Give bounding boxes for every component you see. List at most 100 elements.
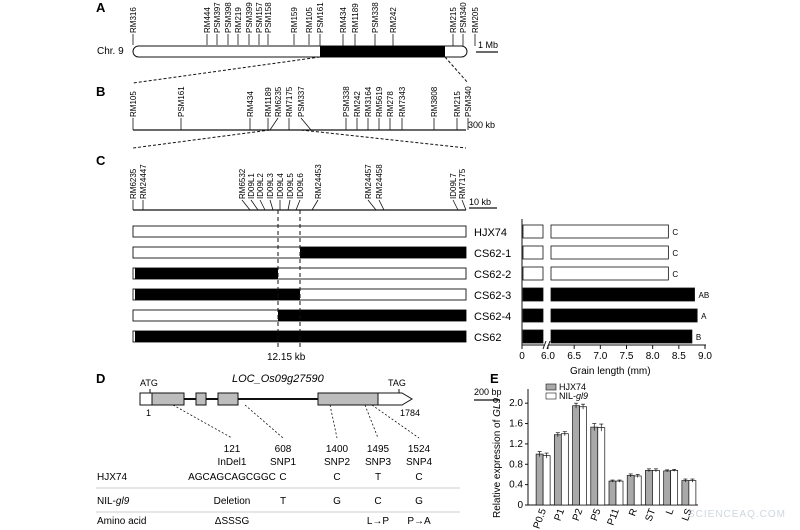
genotype-segment-black: [135, 268, 278, 279]
panel-a-letter: A: [96, 0, 106, 15]
genotype-bars: HJX74 CS62-1 CS62-2 CS62-3 CS62-4 CS62: [132, 225, 511, 344]
marker-label: RM434: [246, 91, 255, 117]
expr-bar: [663, 470, 672, 506]
panel-c-markers: RM6235 RM24447 RM6532 ID09L1 ID09L2 ID09L3 ID0…: [129, 164, 467, 211]
panel-a-markers: RM316 RM444 PSM397 PSM398 RM219 PSM399 PSM157 P…: [129, 2, 480, 46]
expr-ytick-label: 0: [517, 500, 523, 511]
amino-acid-change: ΔSSSG: [215, 516, 250, 527]
marker-label: ID09L6: [296, 173, 305, 199]
expr-bar: [553, 434, 562, 506]
marker-tick: [300, 117, 312, 131]
marker-tick: [295, 199, 301, 211]
marker-label: RM242: [389, 7, 398, 33]
marker-label: ID09L5: [286, 173, 295, 199]
nil-allele: G: [415, 496, 423, 507]
expr-bar: [608, 480, 617, 506]
marker-label: RM242: [353, 91, 362, 117]
interval-length-label: 12.15 kb: [267, 352, 306, 363]
grain-bar: [550, 245, 669, 260]
expr-bar: [597, 427, 606, 506]
exon-2: [195, 392, 207, 406]
variant-pointer: [172, 404, 233, 439]
genotype-line-name: HJX74: [474, 227, 507, 239]
expression-chart: 0 0.4 0.8 1.2 1.6 2.0 P0.5 P1 P2 P5 P11 R ST L LS HJX74…: [509, 382, 698, 530]
hjx74-allele: C: [415, 472, 422, 483]
marker-label: RM1189: [351, 3, 360, 33]
zoom-line-b-left: [132, 129, 271, 149]
pos-start: 1: [146, 408, 151, 418]
marker-label: RM3164: [364, 86, 373, 117]
marker-label: RM205: [471, 7, 480, 33]
variant-position: 1524: [408, 444, 431, 455]
nil-allele: T: [280, 496, 286, 507]
expr-bar: [542, 455, 551, 506]
marker-label: PSM338: [371, 2, 380, 33]
variant-type: SNP3: [365, 457, 392, 468]
expr-bar: [645, 470, 653, 506]
genotype-segment-black: [300, 247, 466, 258]
marker-label: ID09L1: [247, 173, 256, 199]
row-label-nil: NIL-gl9: [97, 496, 130, 507]
utr3: [377, 392, 413, 406]
marker-label: RM105: [129, 91, 138, 117]
marker-label: RM5619: [375, 86, 384, 117]
grain-bar-stub: [522, 329, 544, 344]
exon-4: [317, 392, 379, 406]
exon-3: [217, 392, 239, 406]
marker-tick: [259, 199, 266, 211]
marker-tick: [461, 199, 467, 211]
expr-bar: [590, 426, 599, 506]
zoom-line-b-right: [300, 129, 467, 149]
marker-tick: [311, 199, 319, 211]
marker-label: RM278: [386, 91, 395, 117]
marker-label: ID09L2: [256, 173, 265, 199]
atg-label: ATG: [140, 378, 158, 388]
expr-category-label: L: [664, 507, 676, 516]
significance-letter: A: [701, 312, 707, 321]
marker-label: PSM338: [342, 86, 351, 117]
grain-axis-title: Grain length (mm): [570, 366, 651, 377]
axis-break-gap: [544, 220, 548, 348]
marker-label: PSM161: [177, 86, 186, 117]
marker-label: RM7175: [285, 86, 294, 117]
grain-tick-label: 7.5: [620, 351, 634, 362]
nil-allele: C: [374, 496, 381, 507]
variant-position: 608: [275, 444, 292, 455]
expr-bar: [652, 470, 660, 506]
variant-type: SNP1: [270, 457, 297, 468]
expr-bar: [615, 480, 624, 506]
variant-position: 1400: [326, 444, 349, 455]
marker-label: RM6532: [238, 168, 247, 199]
genotype-line-name: CS62-1: [474, 248, 511, 260]
marker-label: RM219: [234, 7, 243, 33]
marker-label: ID09L4: [276, 173, 285, 199]
marker-label: RM159: [290, 7, 299, 33]
expr-category-label: P1: [553, 507, 568, 523]
marker-tick: [452, 199, 459, 211]
marker-tick: [269, 199, 274, 211]
marker-label: PSM161: [316, 2, 325, 33]
utr5: [139, 392, 153, 406]
marker-label: PSM157: [255, 2, 264, 33]
expr-category-label: LS: [680, 507, 695, 523]
expr-category-label: P2: [571, 507, 586, 523]
marker-tick: [287, 199, 291, 211]
expr-bar: [633, 475, 642, 506]
axis-break-mark: [542, 340, 547, 350]
panel-d-scale-label: 200 bp: [474, 387, 502, 397]
marker-tick: [269, 117, 279, 131]
gene-name: LOC_Os09g27590: [232, 373, 325, 385]
variant-type: SNP4: [406, 457, 433, 468]
marker-label: RM6235: [129, 168, 138, 199]
expr-ytick-label: 1.2: [509, 439, 523, 450]
grain-bar-stub: [522, 287, 544, 302]
marker-label: ID09L7: [449, 173, 458, 199]
legend-swatch-hjx74: [545, 383, 557, 391]
expr-bar: [579, 406, 587, 506]
marker-label: RM24458: [375, 164, 384, 199]
panel-d-letter: D: [96, 371, 105, 386]
expr-category-label: P0.5: [532, 507, 550, 530]
grain-bar-stub: [522, 245, 544, 260]
variant-position: 1495: [367, 444, 390, 455]
